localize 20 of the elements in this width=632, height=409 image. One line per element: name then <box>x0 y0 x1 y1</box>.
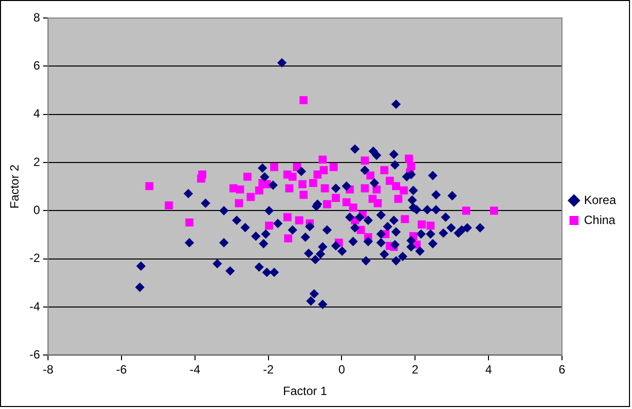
x-tick-label: -8 <box>42 362 54 377</box>
x-tick-label: 6 <box>558 362 566 377</box>
x-tick-label: 0 <box>338 362 346 377</box>
y-tick-label: 6 <box>33 58 40 72</box>
legend-label: China <box>584 212 616 227</box>
legend-label: Korea <box>584 192 616 207</box>
y-axis-title: Factor 2 <box>8 164 22 209</box>
y-tick-label: -6 <box>29 348 40 362</box>
x-tick-label: 2 <box>412 362 419 377</box>
y-tick-label: 2 <box>33 154 40 169</box>
y-tick-label: 0 <box>33 203 40 217</box>
y-tick-label: 4 <box>33 106 40 121</box>
x-axis-title: Factor 1 <box>283 384 328 398</box>
x-tick-label: -2 <box>262 362 274 377</box>
x-tick-label: 4 <box>485 362 492 377</box>
x-tick-label: -4 <box>190 362 201 377</box>
y-tick-label: -2 <box>29 251 40 266</box>
x-tick-label: -6 <box>116 362 128 377</box>
y-tick-label: 8 <box>33 10 40 24</box>
y-tick-label: -4 <box>29 299 40 314</box>
